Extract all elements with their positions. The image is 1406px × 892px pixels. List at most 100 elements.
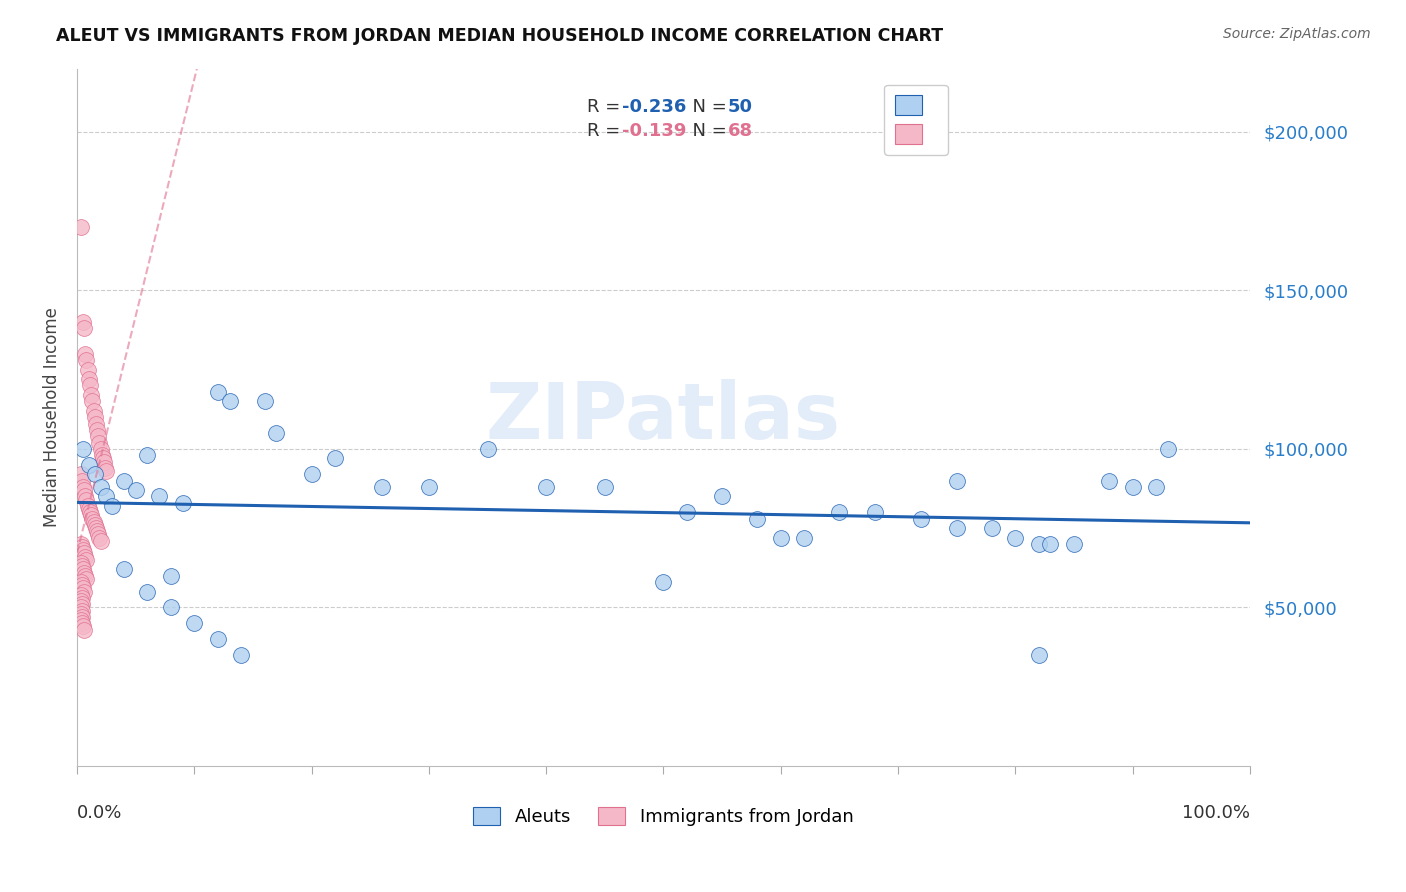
Point <box>83 467 105 482</box>
Point <box>112 474 135 488</box>
Text: Source: ZipAtlas.com: Source: ZipAtlas.com <box>1223 27 1371 41</box>
Point <box>945 474 967 488</box>
Point <box>82 511 104 525</box>
Point <box>323 451 346 466</box>
Point <box>70 559 93 574</box>
Point <box>76 492 98 507</box>
Point <box>84 521 107 535</box>
Text: N =: N = <box>681 98 733 116</box>
Point <box>75 347 97 361</box>
Text: N =: N = <box>681 122 733 140</box>
Point <box>69 556 91 570</box>
Point <box>87 527 110 541</box>
Point <box>593 480 616 494</box>
Point <box>90 442 112 456</box>
Point <box>83 410 105 425</box>
Point <box>76 353 98 368</box>
Point <box>84 417 107 431</box>
Point <box>83 518 105 533</box>
Point <box>80 508 103 523</box>
Point <box>93 454 115 468</box>
Point <box>652 574 675 589</box>
Point <box>676 505 699 519</box>
Point <box>77 458 100 472</box>
Point <box>69 600 91 615</box>
Point <box>90 480 112 494</box>
Point <box>76 553 98 567</box>
Point <box>69 574 91 589</box>
Point <box>79 378 101 392</box>
Point <box>793 531 815 545</box>
Point <box>72 480 94 494</box>
Point <box>418 480 440 494</box>
Point <box>1028 648 1050 662</box>
Point <box>1098 474 1121 488</box>
Point <box>87 429 110 443</box>
Text: ZIPatlas: ZIPatlas <box>486 379 841 455</box>
Point <box>86 524 108 539</box>
Point <box>90 448 112 462</box>
Point <box>136 584 159 599</box>
Point <box>70 474 93 488</box>
Point <box>76 362 98 376</box>
Text: 100.0%: 100.0% <box>1182 805 1250 822</box>
Point <box>218 394 240 409</box>
Point <box>86 423 108 437</box>
Point <box>73 547 96 561</box>
Point <box>77 502 100 516</box>
Point <box>72 619 94 633</box>
Legend: Aleuts, Immigrants from Jordan: Aleuts, Immigrants from Jordan <box>467 800 860 833</box>
Point <box>183 616 205 631</box>
Point <box>769 531 792 545</box>
Point <box>72 562 94 576</box>
Point <box>77 372 100 386</box>
Point <box>1004 531 1026 545</box>
Point <box>160 568 183 582</box>
Point <box>89 531 111 545</box>
Point <box>160 600 183 615</box>
Point <box>69 219 91 234</box>
Point <box>69 467 91 482</box>
Point <box>69 537 91 551</box>
Point <box>301 467 323 482</box>
Point <box>1157 442 1180 456</box>
Point <box>136 448 159 462</box>
Point <box>82 394 104 409</box>
Point <box>79 505 101 519</box>
Point <box>70 591 93 605</box>
Point <box>69 594 91 608</box>
Point <box>207 384 229 399</box>
Text: ALEUT VS IMMIGRANTS FROM JORDAN MEDIAN HOUSEHOLD INCOME CORRELATION CHART: ALEUT VS IMMIGRANTS FROM JORDAN MEDIAN H… <box>56 27 943 45</box>
Point <box>1039 537 1062 551</box>
Point <box>266 425 288 440</box>
Point <box>76 572 98 586</box>
Point <box>172 496 194 510</box>
Point <box>207 632 229 646</box>
Text: -0.139: -0.139 <box>623 122 686 140</box>
Point <box>231 648 253 662</box>
Point <box>72 582 94 596</box>
Point <box>96 490 118 504</box>
Point <box>70 597 93 611</box>
Point <box>75 568 97 582</box>
Point <box>101 499 124 513</box>
Point <box>70 540 93 554</box>
Point <box>1063 537 1085 551</box>
Point <box>711 490 734 504</box>
Text: 68: 68 <box>728 122 754 140</box>
Point <box>70 603 93 617</box>
Point <box>83 404 105 418</box>
Text: R =: R = <box>588 122 626 140</box>
Point <box>910 511 932 525</box>
Point <box>70 616 93 631</box>
Point <box>80 388 103 402</box>
Point <box>91 451 114 466</box>
Point <box>72 442 94 456</box>
Point <box>89 435 111 450</box>
Point <box>477 442 499 456</box>
Y-axis label: Median Household Income: Median Household Income <box>44 307 60 527</box>
Point <box>73 483 96 497</box>
Point <box>73 623 96 637</box>
Point <box>83 515 105 529</box>
Point <box>72 315 94 329</box>
